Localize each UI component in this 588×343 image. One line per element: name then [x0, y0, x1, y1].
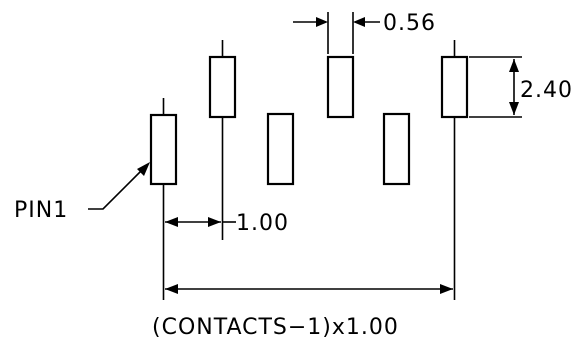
pad-height-arrow-bottom: [509, 102, 519, 115]
pad-3: [266, 112, 295, 186]
pin1-callout: PIN1: [14, 162, 150, 223]
pin1-label: PIN1: [14, 198, 68, 223]
pad-width-arrow-left: [316, 17, 328, 27]
pitch-arrow-right: [208, 217, 221, 227]
pad-2: [208, 55, 237, 119]
pad-height-arrow-top: [509, 59, 519, 72]
pitch-label: 1.00: [236, 211, 289, 236]
pin1-leader-line: [88, 165, 147, 210]
pad-width-dimension: 0.56: [293, 11, 436, 54]
pad-group: [149, 40, 469, 300]
pad-height-label: 2.40: [520, 78, 573, 103]
overall-arrow-right: [440, 284, 453, 294]
overall-label: (CONTACTS−1)x1.00: [152, 315, 399, 340]
pad-width-arrow-right: [353, 17, 365, 27]
pad-height-dimension: 2.40: [469, 56, 573, 118]
pitch-dimension: 1.00: [165, 211, 289, 236]
pad-4: [326, 55, 355, 119]
overall-dimension: (CONTACTS−1)x1.00: [152, 284, 453, 340]
pin1-leader-arrow: [137, 162, 150, 176]
pad-6: [440, 55, 469, 119]
pitch-arrow-left: [165, 217, 178, 227]
pad-5: [382, 112, 411, 186]
pad-1: [149, 113, 178, 186]
pad-width-label: 0.56: [383, 11, 436, 36]
overall-arrow-left: [165, 284, 178, 294]
